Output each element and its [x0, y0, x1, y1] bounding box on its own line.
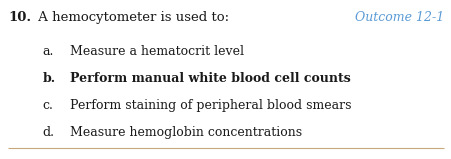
Text: d.: d.	[43, 126, 55, 139]
Text: Perform manual white blood cell counts: Perform manual white blood cell counts	[70, 72, 351, 85]
Text: Measure a hematocrit level: Measure a hematocrit level	[70, 45, 244, 58]
Text: b.: b.	[43, 72, 56, 85]
Text: A hemocytometer is used to:: A hemocytometer is used to:	[34, 11, 229, 24]
Text: Perform staining of peripheral blood smears: Perform staining of peripheral blood sme…	[70, 99, 351, 112]
Text: 10.: 10.	[8, 11, 31, 24]
Text: Measure hemoglobin concentrations: Measure hemoglobin concentrations	[70, 126, 302, 139]
Text: a.: a.	[43, 45, 54, 58]
Text: Outcome 12-1: Outcome 12-1	[355, 11, 444, 24]
Text: c.: c.	[43, 99, 54, 112]
